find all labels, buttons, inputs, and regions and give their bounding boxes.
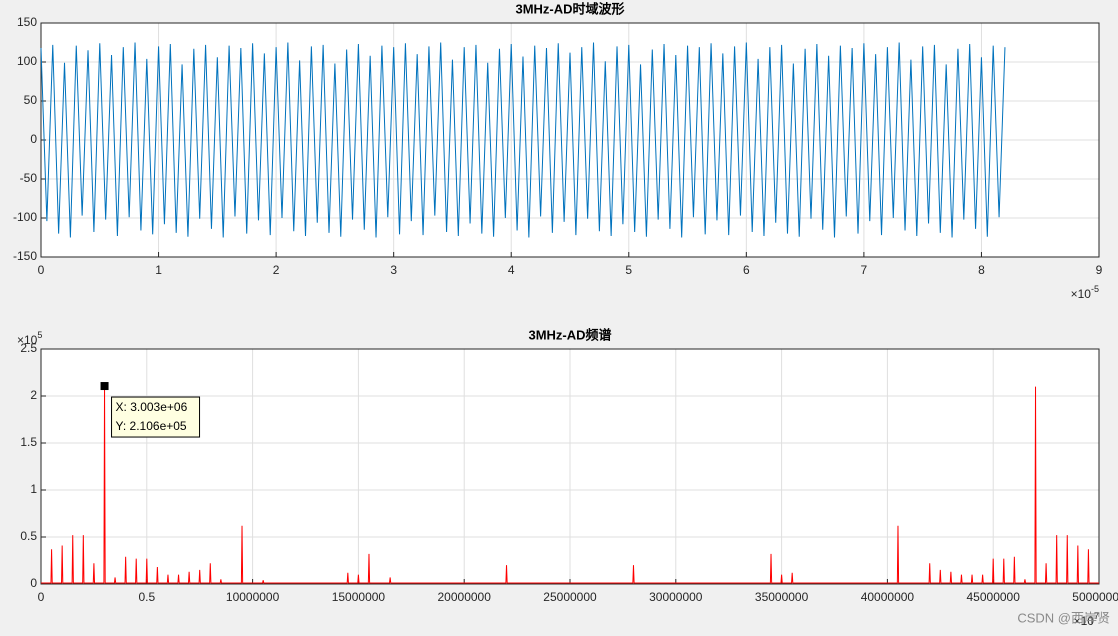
y-tick-label: 2.5 bbox=[20, 341, 37, 355]
datatip-label: X: 3.003e+06 bbox=[116, 400, 188, 414]
multiplier-base: ×10 bbox=[17, 333, 38, 347]
watermark: CSDN @西岸贤 bbox=[1017, 610, 1110, 625]
data-line bbox=[40, 42, 1006, 238]
axes-frame bbox=[40, 348, 1100, 585]
y-tick-label: 100 bbox=[17, 54, 37, 68]
datatip-marker[interactable] bbox=[100, 382, 109, 391]
x-tick-label: 8 bbox=[978, 263, 985, 277]
x-tick-label: 30000000 bbox=[649, 590, 703, 604]
chart-title: 3MHz-AD频谱 bbox=[528, 327, 611, 342]
multiplier-base: ×10 bbox=[1071, 287, 1092, 301]
y-tick-label: 2 bbox=[30, 388, 37, 402]
x-tick-label: 45000000 bbox=[967, 590, 1021, 604]
y-tick-label: 50 bbox=[24, 93, 38, 107]
x-tick-label: 20000000 bbox=[438, 590, 492, 604]
y-tick-label: 0 bbox=[30, 576, 37, 590]
multiplier-exponent: -5 bbox=[1091, 284, 1099, 294]
x-tick-label: 7 bbox=[861, 263, 868, 277]
x-tick-label: 4 bbox=[508, 263, 515, 277]
x-tick-label: 0.5 bbox=[138, 590, 155, 604]
y-tick-label: -100 bbox=[13, 210, 37, 224]
x-tick-label: 10000000 bbox=[226, 590, 280, 604]
x-tick-label: 1 bbox=[155, 263, 162, 277]
x-tick-label: 2 bbox=[273, 263, 280, 277]
x-tick-label: 9 bbox=[1096, 263, 1103, 277]
datatip-label: Y: 2.106e+05 bbox=[116, 419, 187, 433]
axes-frame bbox=[40, 22, 1100, 258]
y-tick-label: 1.5 bbox=[20, 435, 37, 449]
x-tick-label: 40000000 bbox=[861, 590, 915, 604]
y-tick-label: 0.5 bbox=[20, 529, 37, 543]
x-tick-label: 6 bbox=[743, 263, 750, 277]
y-tick-label: 1 bbox=[30, 482, 37, 496]
axis-multiplier: ×107 bbox=[1074, 611, 1099, 628]
x-tick-label: 15000000 bbox=[332, 590, 386, 604]
x-tick-label: 5 bbox=[625, 263, 632, 277]
y-tick-label: 150 bbox=[17, 15, 37, 29]
x-tick-label: 25000000 bbox=[543, 590, 597, 604]
axis-multiplier: ×105 bbox=[17, 330, 42, 347]
multiplier-base: ×10 bbox=[1074, 614, 1095, 628]
y-tick-label: -150 bbox=[13, 249, 37, 263]
datatip-box bbox=[111, 396, 201, 438]
x-tick-label: 0 bbox=[38, 590, 45, 604]
y-tick-label: 0 bbox=[30, 132, 37, 146]
data-line bbox=[41, 386, 1099, 584]
multiplier-exponent: 5 bbox=[37, 330, 42, 340]
multiplier-exponent: 7 bbox=[1094, 611, 1099, 621]
y-tick-label: -50 bbox=[20, 171, 38, 185]
chart-title: 3MHz-AD时域波形 bbox=[515, 1, 624, 16]
x-tick-label: 35000000 bbox=[755, 590, 809, 604]
x-tick-label: 3 bbox=[390, 263, 397, 277]
axis-multiplier: ×10-5 bbox=[1071, 284, 1099, 301]
x-tick-label: 0 bbox=[38, 263, 45, 277]
